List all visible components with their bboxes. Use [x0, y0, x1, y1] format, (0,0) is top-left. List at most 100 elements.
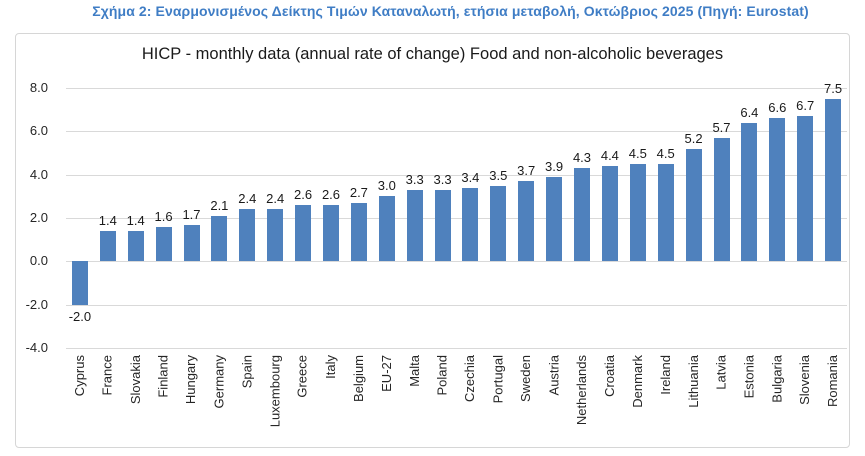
gridline: [66, 218, 847, 219]
bar: [155, 226, 172, 262]
gridline: [66, 304, 847, 306]
x-axis-label: Germany: [211, 355, 227, 409]
x-axis-label: Finland: [155, 355, 171, 398]
bar-value-label: 5.7: [712, 119, 731, 135]
bar: [825, 98, 842, 262]
bar: [406, 189, 423, 262]
gridline: [66, 348, 847, 349]
bar: [713, 137, 730, 262]
bar: [323, 205, 339, 262]
y-axis-tick-label: 2.0: [29, 210, 48, 225]
bar-value-label: 1.6: [154, 208, 173, 224]
bar: [434, 189, 451, 262]
x-axis-label: Sweden: [518, 355, 534, 402]
x-axis-label: Luxembourg: [267, 355, 283, 428]
bar-value-label: 6.4: [740, 104, 759, 120]
bar: [99, 231, 116, 262]
x-axis-label: Poland: [434, 355, 450, 396]
bar: [71, 261, 88, 305]
bar: [741, 122, 758, 262]
bar-value-label: 1.7: [182, 206, 201, 222]
bar: [685, 148, 702, 262]
bar: [127, 231, 144, 262]
bar: [629, 163, 646, 262]
x-axis-label: Cyprus: [71, 355, 87, 397]
x-axis-label: Estonia: [741, 355, 757, 399]
y-axis-tick-label: 6.0: [29, 123, 48, 139]
bar: [350, 202, 367, 262]
x-axis-label: EU-27: [378, 355, 394, 392]
bar-value-label: 3.0: [377, 178, 396, 194]
figure-caption: Σχήμα 2: Εναρμονισμένος Δείκτης Τιμών Κα…: [92, 3, 809, 19]
bar-value-label: 3.3: [433, 171, 452, 187]
x-axis-label: Hungary: [183, 355, 199, 405]
gridline: [66, 174, 847, 176]
bar: [378, 196, 395, 262]
bar-value-label: 4.3: [572, 150, 592, 166]
x-axis-label: Austria: [546, 355, 562, 396]
x-axis-label: Denmark: [629, 355, 645, 408]
y-axis-tick-label: 8.0: [29, 80, 48, 95]
x-axis-label: Lithuania: [685, 355, 701, 408]
bar-value-label: 7.5: [824, 80, 843, 96]
x-axis-label: Belgium: [350, 355, 366, 402]
bar-value-label: 2.1: [210, 197, 229, 213]
x-axis-label: Malta: [406, 355, 422, 387]
gridline: [66, 88, 847, 89]
bar: [574, 168, 590, 262]
bar: [657, 163, 674, 262]
bar: [601, 166, 618, 262]
y-axis-tick-label: -2.0: [25, 296, 48, 312]
y-axis-tick-label: 0.0: [29, 253, 48, 269]
x-axis-label: Netherlands: [574, 355, 589, 426]
bar: [295, 205, 312, 262]
x-axis-label: Greece: [295, 355, 311, 398]
bar-value-label: 3.3: [405, 171, 424, 187]
x-axis-label: Romania: [825, 355, 841, 408]
y-axis-tick-label: -4.0: [25, 340, 48, 355]
x-axis-label: Ireland: [657, 355, 673, 395]
bar-value-label: 3.5: [489, 167, 508, 183]
bar: [239, 209, 256, 262]
bar: [518, 181, 535, 262]
bar: [546, 176, 563, 262]
bar-value-label: 1.4: [126, 213, 145, 228]
bar: [462, 187, 479, 262]
bar-value-label: -2.0: [68, 308, 92, 324]
bar-value-label: 3.4: [461, 169, 480, 185]
bar-value-label: 4.4: [600, 148, 619, 163]
x-axis-label: Latvia: [713, 355, 729, 390]
bar-value-label: 6.6: [768, 100, 787, 116]
bar: [183, 224, 200, 262]
bar-value-label: 1.4: [98, 213, 117, 228]
bar-value-label: 4.5: [656, 145, 675, 161]
bar: [267, 209, 284, 262]
y-axis-tick-label: 4.0: [29, 166, 48, 182]
x-axis-label: France: [99, 355, 115, 396]
x-axis-label: Croatia: [601, 355, 617, 397]
bar: [490, 185, 507, 262]
bar-value-label: 5.2: [684, 130, 703, 146]
x-axis-label: Slovenia: [797, 355, 813, 405]
bar-value-label: 4.5: [628, 145, 647, 161]
x-axis-label: Italy: [323, 355, 338, 379]
bar: [769, 118, 786, 262]
x-axis-label: Portugal: [490, 355, 506, 404]
bar: [211, 215, 228, 262]
bar-value-label: 3.7: [517, 163, 536, 179]
x-axis-label: Czechia: [462, 355, 478, 402]
chart-title: HICP - monthly data (annual rate of chan…: [141, 45, 724, 63]
bar-value-label: 2.7: [349, 184, 368, 200]
bar-value-label: 2.4: [266, 191, 285, 207]
x-axis-label: Spain: [239, 355, 255, 389]
bar-value-label: 6.7: [796, 98, 815, 114]
x-axis-label: Slovakia: [127, 355, 143, 405]
bar-value-label: 2.6: [321, 187, 341, 202]
bar-value-label: 2.4: [238, 191, 257, 207]
gridline: [66, 261, 847, 263]
bar: [797, 116, 814, 262]
bar-value-label: 2.6: [294, 187, 313, 202]
chart-panel: HICP - monthly data (annual rate of chan…: [15, 33, 850, 448]
gridline: [66, 131, 847, 133]
